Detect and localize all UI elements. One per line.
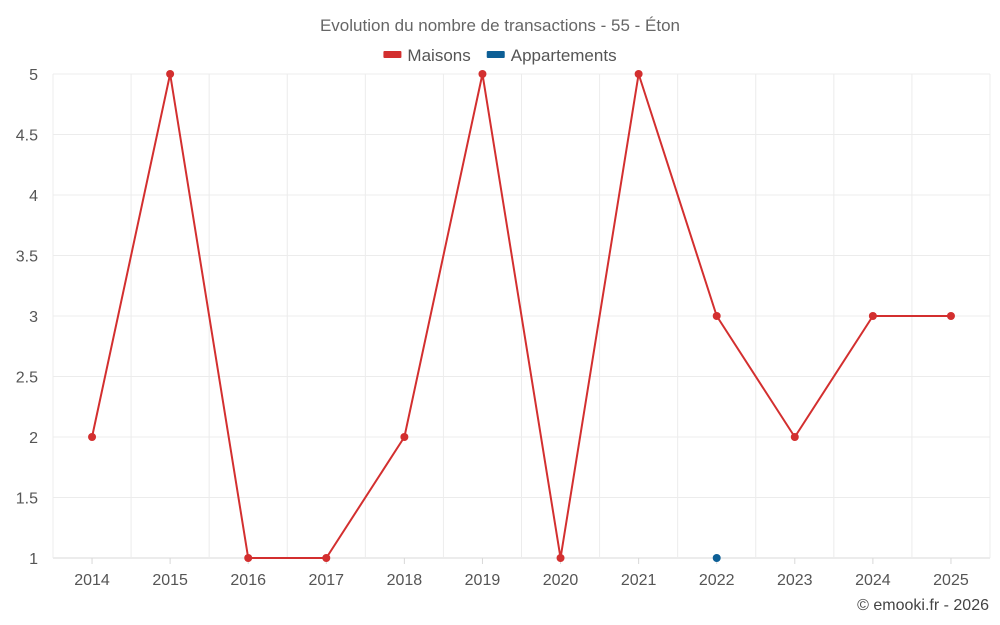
legend-item-appartements[interactable]: Appartements [486, 46, 617, 65]
series-layer [88, 70, 955, 562]
y-tick-label: 2.5 [16, 370, 38, 387]
data-point-appartements[interactable] [712, 554, 721, 562]
y-tick-label: 5 [29, 67, 38, 84]
x-tick-label: 2023 [777, 572, 813, 589]
y-tick-label: 4 [29, 188, 38, 205]
x-tick-label: 2016 [230, 572, 266, 589]
legend-label: Maisons [407, 46, 470, 65]
legend-item-maisons[interactable]: Maisons [383, 46, 471, 65]
x-axis: 2014 2015 2016 2017 2018 2019 2020 2021 2022 2023… [74, 558, 969, 589]
x-tick-label: 2018 [387, 572, 423, 589]
x-tick-label: 2017 [308, 572, 344, 589]
y-tick-label: 3 [29, 309, 38, 326]
y-axis: 1 1.5 2 2.5 3 3.5 4 4.5 5 [16, 67, 38, 568]
y-tick-label: 3.5 [16, 249, 38, 266]
x-tick-label: 2015 [152, 572, 188, 589]
chart-title: Evolution du nombre de transactions - 55… [320, 16, 680, 35]
data-point-maisons[interactable] [556, 554, 565, 562]
x-tick-label: 2022 [699, 572, 735, 589]
data-point-maisons[interactable] [88, 433, 97, 441]
legend-swatch [383, 51, 402, 58]
x-tick-label: 2021 [621, 572, 657, 589]
legend-swatch [486, 51, 505, 58]
data-point-maisons[interactable] [244, 554, 253, 562]
x-tick-label: 2014 [74, 572, 110, 589]
legend: Maisons Appartements [383, 46, 617, 65]
credit-text: © emooki.fr - 2026 [857, 597, 989, 614]
data-point-maisons[interactable] [712, 312, 721, 320]
x-tick-label: 2019 [465, 572, 501, 589]
data-point-maisons[interactable] [634, 70, 643, 78]
series-line-maisons [91, 73, 951, 559]
x-tick-label: 2025 [933, 572, 969, 589]
legend-label: Appartements [511, 46, 617, 65]
grid [52, 73, 991, 559]
y-tick-label: 2 [29, 430, 38, 447]
y-tick-label: 1 [29, 551, 38, 568]
data-point-maisons[interactable] [322, 554, 331, 562]
data-point-maisons[interactable] [946, 312, 955, 320]
data-point-maisons[interactable] [400, 433, 409, 441]
x-tick-label: 2024 [855, 572, 891, 589]
data-point-maisons[interactable] [478, 70, 487, 78]
data-point-maisons[interactable] [166, 70, 175, 78]
data-point-maisons[interactable] [868, 312, 877, 320]
y-tick-label: 4.5 [16, 128, 38, 145]
y-tick-label: 1.5 [16, 491, 38, 508]
data-point-maisons[interactable] [790, 433, 799, 441]
x-tick-label: 2020 [543, 572, 579, 589]
